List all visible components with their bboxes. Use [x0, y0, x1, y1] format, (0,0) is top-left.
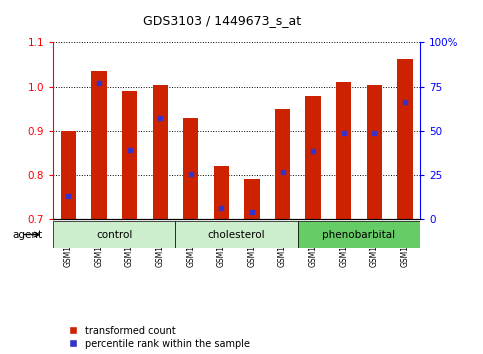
Bar	[275, 109, 290, 219]
Bar	[91, 71, 107, 219]
Bar	[61, 131, 76, 219]
Bar	[213, 166, 229, 219]
Bar	[298, 221, 420, 248]
Bar	[122, 91, 137, 219]
Legend: transformed count, percentile rank within the sample: transformed count, percentile rank withi…	[68, 326, 250, 349]
Bar	[53, 221, 175, 248]
Text: agent: agent	[13, 229, 43, 240]
Bar	[367, 85, 382, 219]
Bar	[183, 118, 199, 219]
Bar	[336, 82, 352, 219]
Bar	[397, 59, 412, 219]
Bar	[305, 97, 321, 219]
Bar	[153, 85, 168, 219]
Text: phenobarbital: phenobarbital	[323, 229, 396, 240]
Text: GDS3103 / 1449673_s_at: GDS3103 / 1449673_s_at	[143, 14, 301, 27]
Bar	[244, 179, 260, 219]
Text: cholesterol: cholesterol	[208, 229, 266, 240]
Bar	[175, 221, 298, 248]
Text: control: control	[96, 229, 132, 240]
